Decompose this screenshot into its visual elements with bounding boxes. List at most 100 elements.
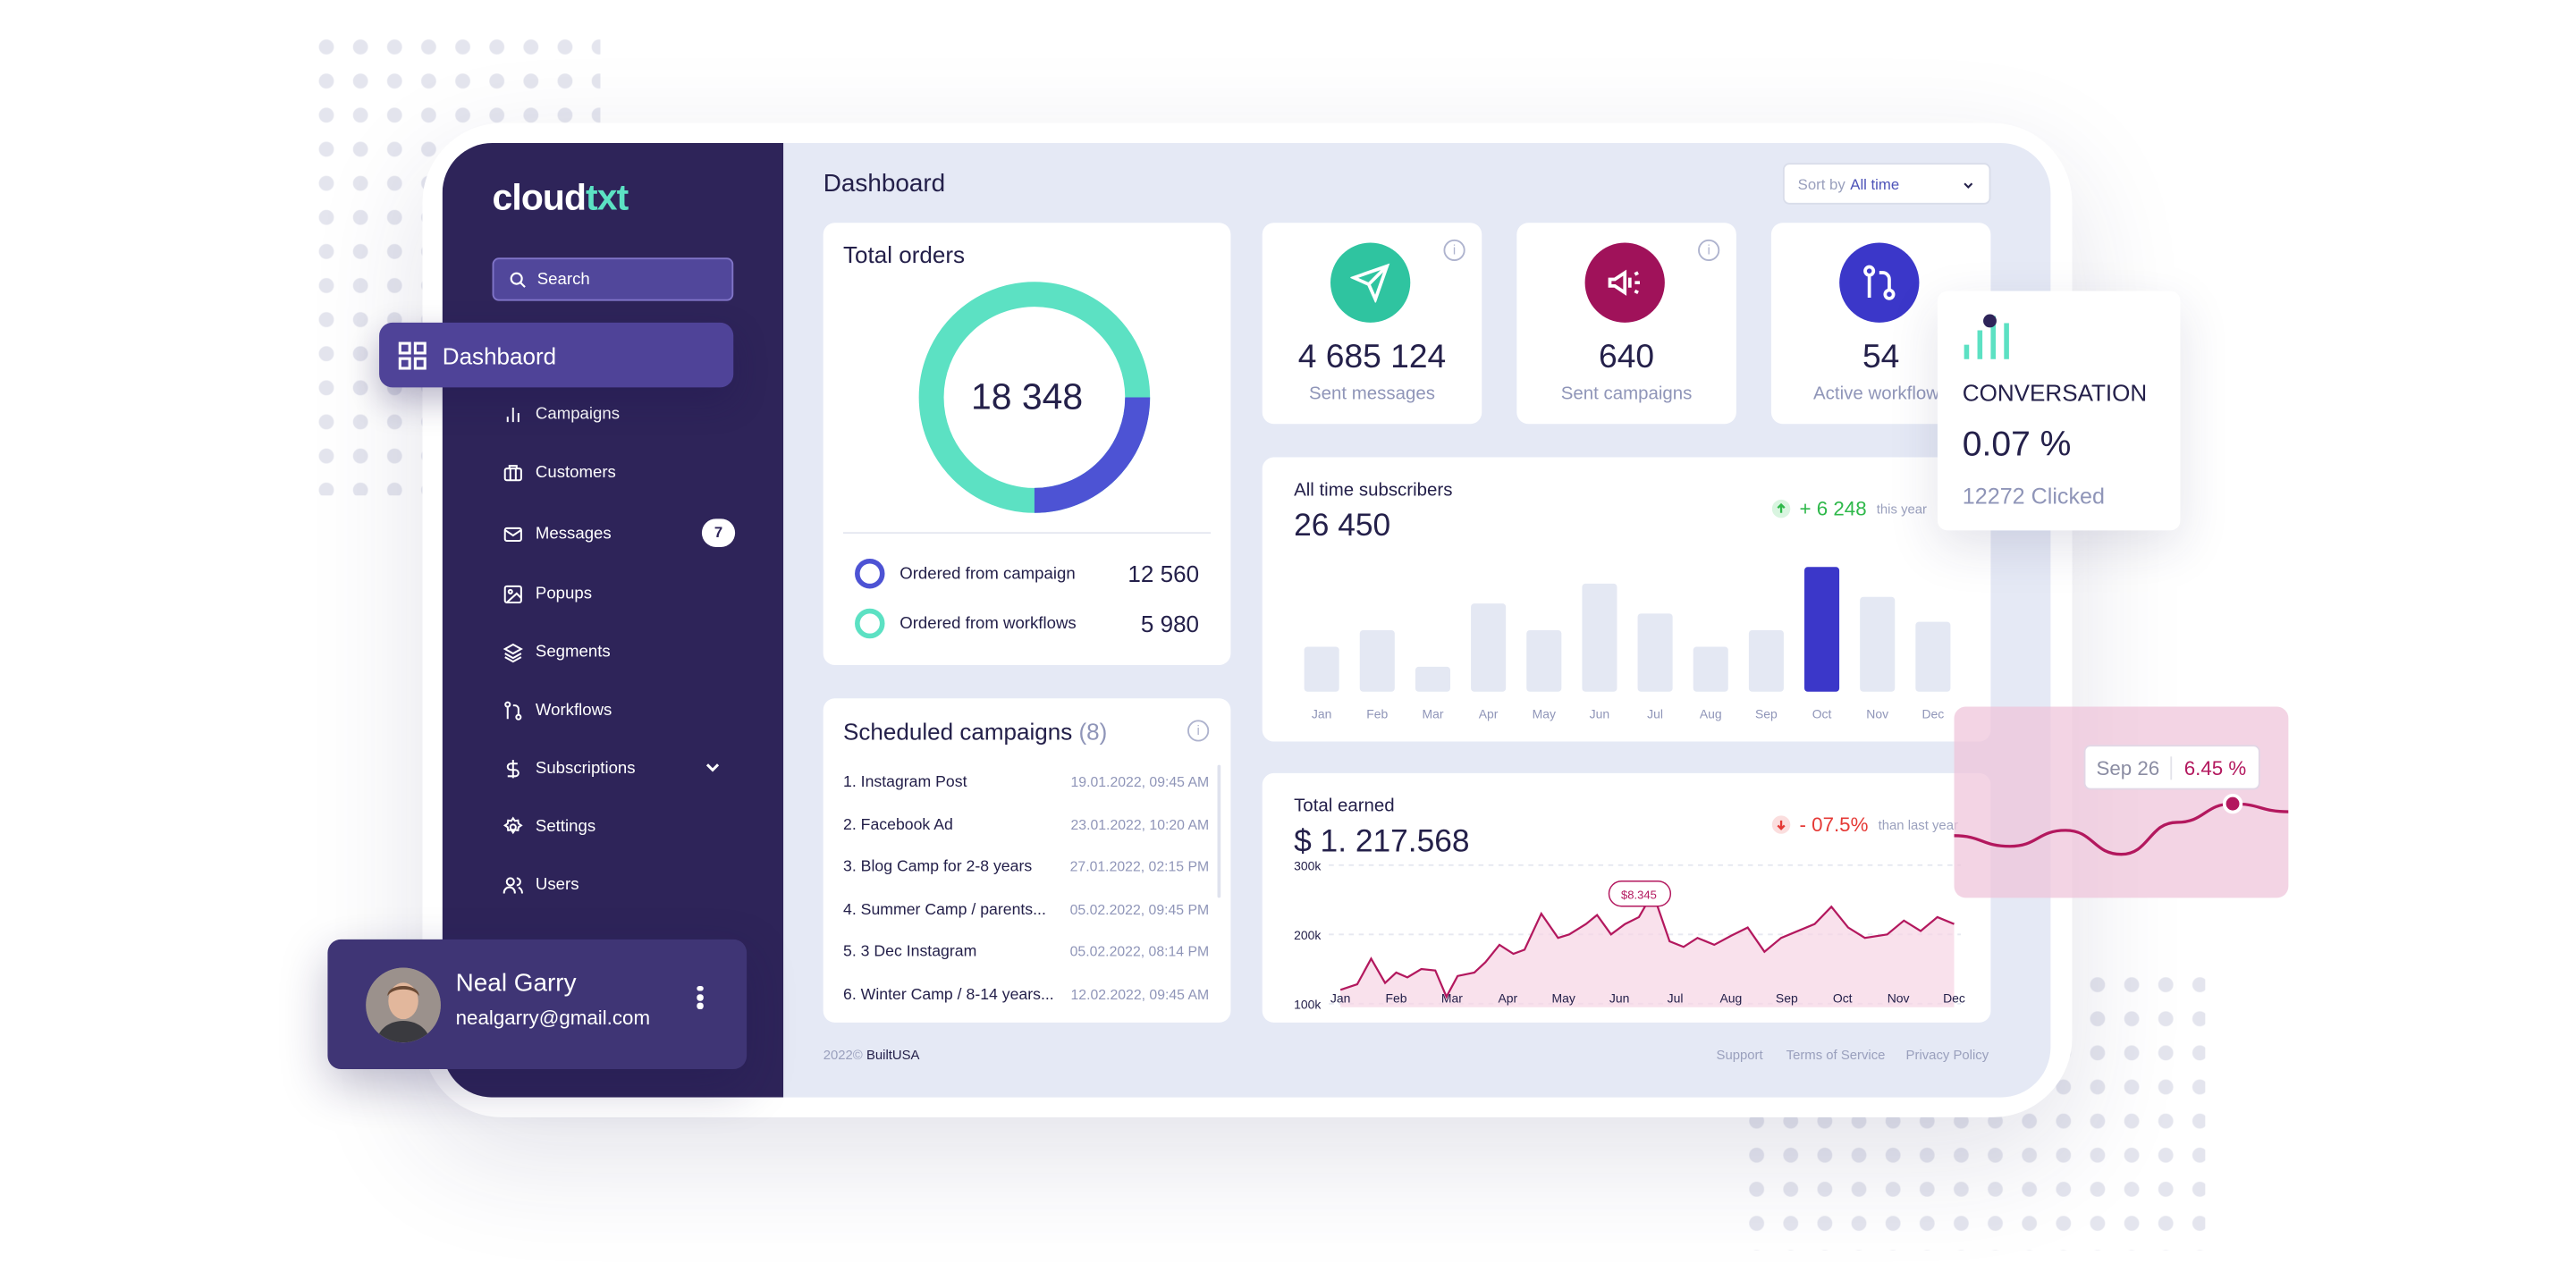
info-icon[interactable]: i [1698,239,1720,262]
trend-point [2222,793,2243,814]
sidebar-item-customers[interactable]: Customers [503,458,752,487]
bar-dec [1915,621,1951,692]
sidebar-item-settings[interactable]: Settings [503,812,752,841]
stat-icon-circle [1839,242,1920,323]
x-tick-label: Nov [1866,707,1888,721]
legend-marker [855,558,885,589]
campaign-name: 3. Blog Camp for 2-8 years [843,857,1033,877]
y-tick-label: 100k [1294,997,1321,1011]
conversation-mini-chart [1964,314,2009,359]
campaign-name: 2. Facebook Ad [843,816,953,835]
x-tick-label: Dec [1943,991,1965,1006]
x-tick-label: Apr [1479,707,1499,721]
legend-value: 5 980 [1140,610,1200,637]
y-tick-label: 200k [1294,928,1321,942]
more-options-icon[interactable] [694,982,707,1023]
footer-link-terms[interactable]: Terms of Service [1786,1047,1886,1063]
earned-line [1339,890,1955,999]
logo-accent: txt [586,176,629,218]
x-tick-label: Aug [1700,707,1722,721]
x-tick-label: Oct [1812,707,1832,721]
sidebar-item-label: Users [535,875,579,894]
legend-label: Ordered from campaign [899,564,1076,583]
mini-bar [2004,323,2009,359]
sidebar-item-label: Settings [535,817,596,836]
info-icon[interactable]: i [1443,239,1465,262]
list-item[interactable]: 1. Instagram Post 19.01.2022, 09:45 AM [843,773,1209,791]
bar-jul [1637,613,1673,692]
search-input[interactable]: Search [492,257,734,301]
sidebar-item-dashboard[interactable]: Dashbaord [379,322,734,388]
conversation-clicked: 12272 Clicked [1962,484,2105,510]
sidebar-item-popups[interactable]: Popups [503,578,752,608]
campaign-date: 05.02.2022, 09:45 PM [1069,901,1210,918]
delta-value: + 6 248 [1799,497,1867,521]
user-email: nealgarry@gmail.com [455,1006,651,1030]
chevron-down-icon[interactable] [702,756,723,778]
conversation-title: CONVERSATION [1962,379,2148,406]
subscribers-value: 26 450 [1294,509,1391,544]
chevron-down-icon [1964,182,1973,189]
campaign-name: 5. 3 Dec Instagram [843,942,977,962]
sidebar-item-label: Popups [535,584,593,603]
x-tick-label: Mar [1422,707,1443,721]
sort-select[interactable]: Sort by All time [1782,163,1991,205]
divider [843,532,1212,535]
dollar-icon [506,759,519,778]
list-item[interactable]: 3. Blog Camp for 2-8 years 27.01.2022, 02… [843,858,1209,876]
legend-workflows: Ordered from workflows 5 980 [855,608,1200,639]
campaign-name: 4. Summer Camp / parents... [843,901,1046,920]
gear-icon [503,815,523,834]
scrollbar[interactable] [1217,764,1221,898]
delta-value: - 07.5% [1799,813,1869,837]
conversation-value: 0.07 % [1962,426,2072,464]
scheduled-title-text: Scheduled campaigns [843,718,1073,746]
sidebar-item-segments[interactable]: Segments [503,636,752,666]
bar-mar [1415,666,1450,692]
sidebar-item-campaigns[interactable]: Campaigns [503,399,752,428]
sidebar-item-label: Campaigns [535,404,621,424]
x-tick-label: Oct [1833,991,1853,1006]
total-orders-value: 18 348 [970,375,1084,417]
campaign-date: 12.02.2022, 09:45 AM [1070,985,1210,1003]
app-logo[interactable]: cloudtxt [493,176,629,219]
stat-label: Sent messages [1308,383,1436,404]
git-branch-icon [504,700,522,720]
footer-link-support[interactable]: Support [1716,1047,1763,1063]
user-profile-card[interactable]: Neal Garry nealgarry@gmail.com [327,939,747,1069]
x-tick-label: Aug [1720,991,1743,1006]
bar-nov [1860,596,1896,692]
list-item[interactable]: 4. Summer Camp / parents... 05.02.2022, 0… [843,901,1209,919]
x-tick-label: Jan [1330,991,1350,1006]
bar-oct [1804,567,1840,692]
list-item[interactable]: 5. 3 Dec Instagram 05.02.2022, 08:14 PM [843,943,1209,961]
trend-line-chart [1954,793,2289,856]
legend-label: Ordered from workflows [899,614,1077,633]
footer-brand[interactable]: BuiltUSA [866,1047,920,1063]
campaign-date: 19.01.2022, 09:45 AM [1070,772,1210,790]
stat-label: Sent campaigns [1560,383,1693,404]
avatar[interactable] [366,967,441,1043]
info-icon[interactable]: i [1187,720,1210,742]
trend-card: Sep 26 6.45 % [1954,706,2289,898]
delta-note: than last year [1878,817,1958,832]
x-tick-label: May [1552,991,1575,1006]
sidebar-item-users[interactable]: Users [503,870,752,899]
sidebar-item-subscriptions[interactable]: Subscriptions [503,754,752,783]
footer-year: 2022© [823,1047,863,1063]
x-tick-label: Feb [1366,707,1388,721]
tooltip-value: 6.45 % [2183,755,2247,779]
list-item[interactable]: 6. Winter Camp / 8-14 years... 12.02.2022… [843,986,1209,1004]
footer-copyright: 2022© BuiltUSA [823,1048,920,1063]
donut-segment-campaign [1034,397,1151,513]
sidebar-item-label: Subscriptions [535,759,636,778]
sidebar-item-workflows[interactable]: Workflows [503,695,752,724]
scheduled-count: (8) [1078,718,1108,746]
tooltip-label: $8.345 [1621,888,1657,901]
subscribers-delta: + 6 248 this year [1771,497,1927,520]
footer-link-privacy[interactable]: Privacy Policy [1905,1047,1989,1063]
scheduled-title: Scheduled campaigns (8) [843,719,1107,746]
x-tick-label: Mar [1441,991,1463,1006]
list-item[interactable]: 2. Facebook Ad 23.01.2022, 10:20 AM [843,816,1209,834]
sidebar-item-messages[interactable]: Messages 7 [503,518,752,548]
